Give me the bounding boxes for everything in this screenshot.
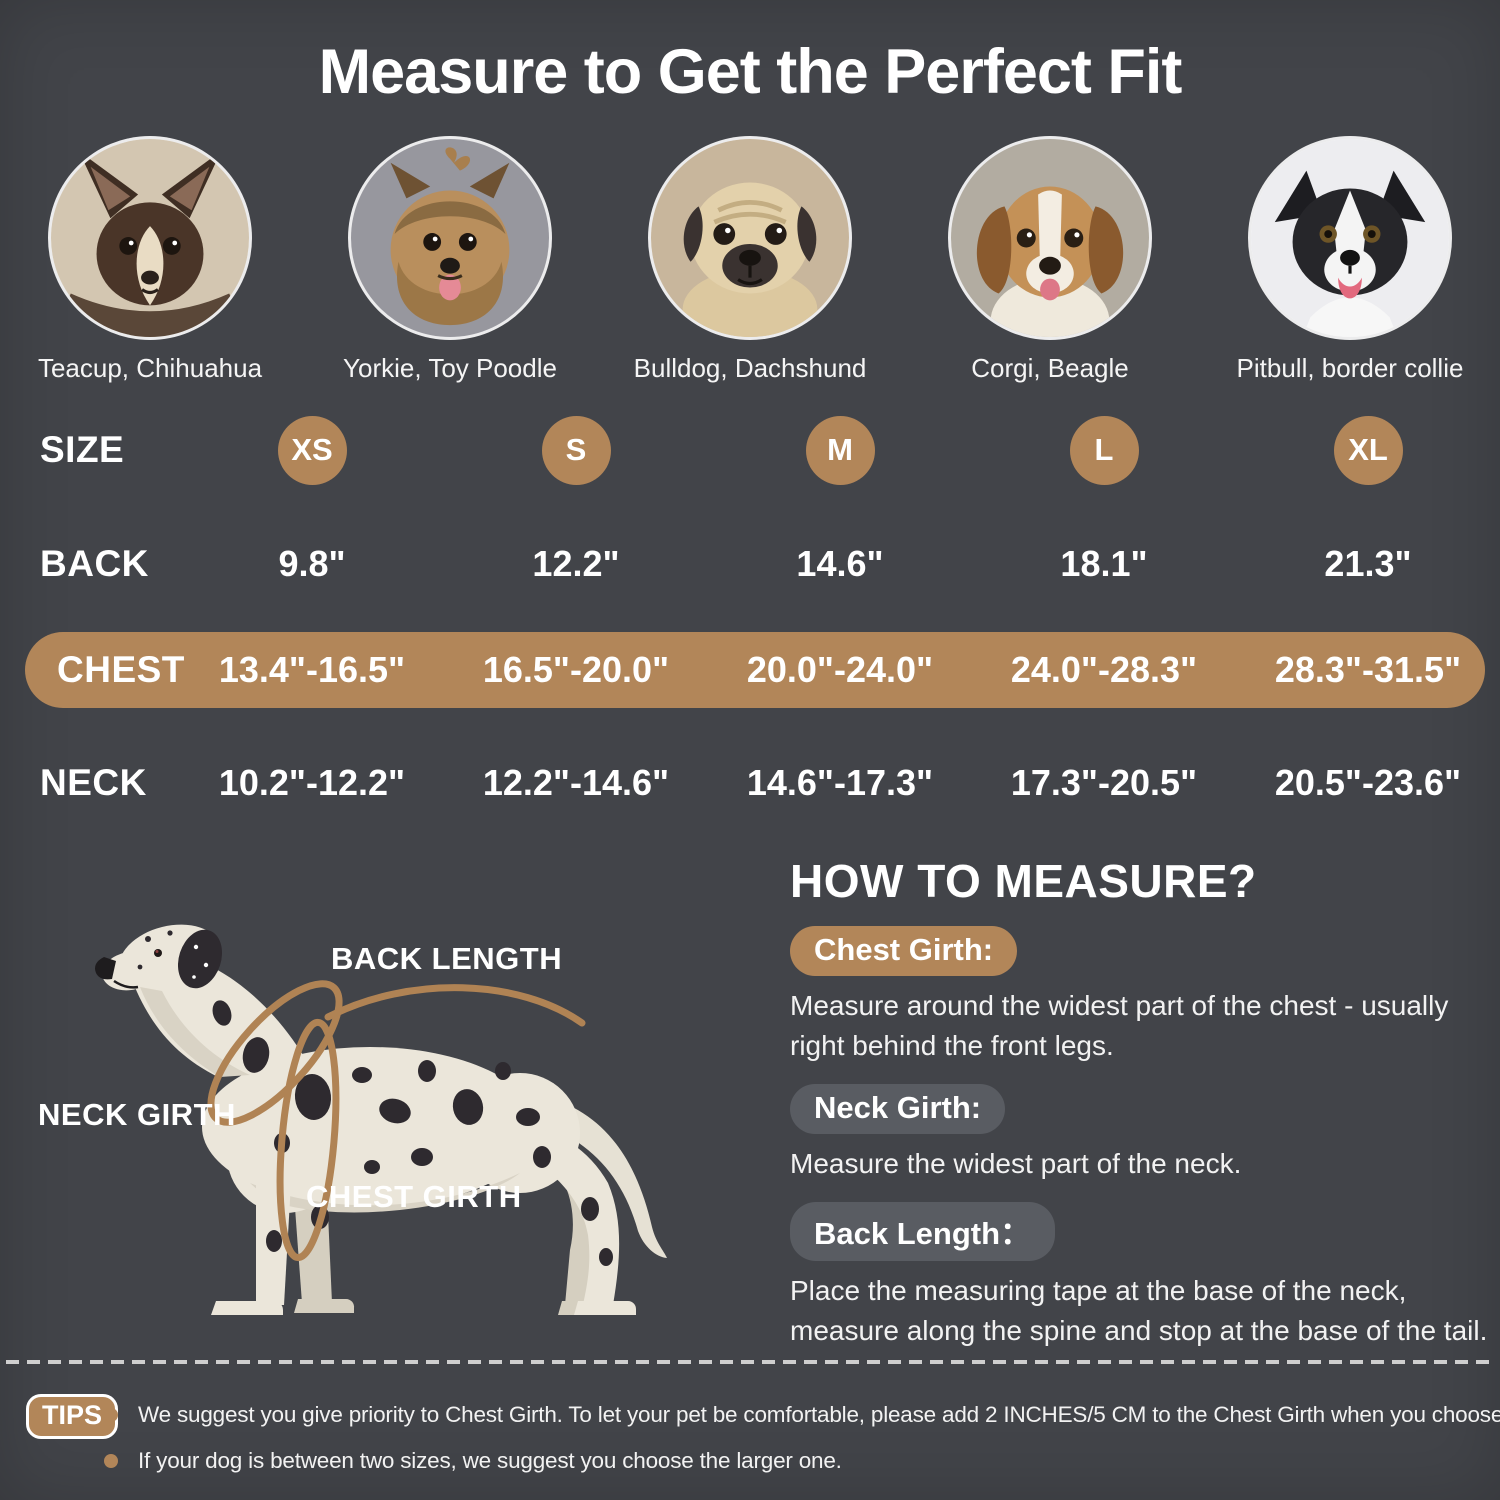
neck-value: 20.5"-23.6"	[1274, 762, 1462, 803]
breed-photo-border-collie	[1251, 139, 1449, 337]
back-value: 18.1"	[1060, 543, 1148, 584]
breed-col-pug: Bulldog, Dachshund	[600, 139, 900, 384]
size-badge-xs: XS	[277, 415, 347, 485]
tip-text: We suggest you give priority to Chest Gi…	[138, 1402, 1500, 1427]
row-label-chest: CHEST	[57, 649, 185, 690]
neck-girth-badge: Neck Girth:	[790, 1084, 1006, 1134]
tip-item: We suggest you give priority to Chest Gi…	[104, 1402, 1500, 1428]
pug-face-graphic	[651, 139, 849, 337]
chest-value: 16.5"-20.0"	[482, 649, 670, 690]
breed-label: Pitbull, border collie	[1236, 353, 1464, 383]
back-length-arc	[324, 984, 586, 1027]
back-length-instructions: Place the measuring tape at the base of …	[790, 1275, 1488, 1346]
neck-girth-instructions: Measure the widest part of the neck.	[790, 1148, 1242, 1179]
back-value: 9.8"	[278, 543, 346, 584]
breed-label: Yorkie, Toy Poodle	[343, 353, 557, 383]
back-value: 14.6"	[796, 543, 884, 584]
breed-photo-row: Teacup, Chihuahua	[0, 139, 1500, 384]
diagram-label-neck-girth: NECK GIRTH	[38, 1097, 236, 1132]
chest-girth-loop	[276, 1018, 340, 1262]
diagram-label-chest-girth: CHEST GIRTH	[306, 1179, 522, 1214]
size-badge-xl: XL	[1333, 415, 1403, 485]
neck-value: 17.3"-20.5"	[1010, 762, 1198, 803]
tip-text: If your dog is between two sizes, we sug…	[138, 1448, 842, 1473]
how-to-measure-section: HOW TO MEASURE? Chest Girth: Measure aro…	[790, 854, 1490, 1369]
neck-girth-loop	[207, 980, 343, 1126]
breed-photo-pug	[651, 139, 849, 337]
back-length-badge: Back Length：	[790, 1202, 1056, 1261]
breed-col-chihuahua: Teacup, Chihuahua	[0, 139, 300, 384]
breed-col-border-collie: Pitbull, border collie	[1200, 139, 1500, 384]
bullet-dot-icon	[104, 1454, 118, 1468]
back-value: 21.3"	[1324, 543, 1412, 584]
chest-value: 28.3"-31.5"	[1274, 649, 1462, 690]
size-badge-m: M	[805, 415, 875, 485]
measuring-diagram: BACK LENGTH NECK GIRTH CHEST GIRTH	[0, 895, 745, 1345]
breed-photo-yorkie	[351, 139, 549, 337]
beagle-face-graphic	[951, 139, 1149, 337]
neck-value: 10.2"-12.2"	[218, 762, 406, 803]
table-row-chest-highlighted: CHEST 13.4"-16.5" 16.5"-20.0" 20.0"-24.0…	[25, 632, 1485, 708]
row-label-size: SIZE	[40, 429, 125, 470]
breed-photo-beagle	[951, 139, 1149, 337]
neck-value: 14.6"-17.3"	[746, 762, 934, 803]
dalmatian-spots	[137, 930, 613, 1266]
table-row-back: BACK 9.8" 12.2" 14.6" 18.1" 21.3"	[0, 533, 1500, 595]
breed-col-beagle: Corgi, Beagle	[900, 139, 1200, 384]
table-row-neck: NECK 10.2"-12.2" 12.2"-14.6" 14.6"-17.3"…	[0, 752, 1500, 814]
how-to-measure-title: HOW TO MEASURE?	[790, 855, 1257, 907]
bullet-dot-icon	[104, 1408, 118, 1422]
border-collie-face-graphic	[1251, 139, 1449, 337]
back-value: 12.2"	[532, 543, 620, 584]
table-row-size: SIZE XS S M L XL	[0, 414, 1500, 486]
chest-value: 13.4"-16.5"	[218, 649, 406, 690]
breed-photo-chihuahua	[51, 139, 249, 337]
chest-value: 24.0"-28.3"	[1010, 649, 1198, 690]
size-badge-l: L	[1069, 415, 1139, 485]
page-title: Measure to Get the Perfect Fit	[318, 37, 1183, 107]
breed-col-yorkie: Yorkie, Toy Poodle	[300, 139, 600, 384]
chest-girth-badge: Chest Girth:	[790, 926, 1018, 976]
dashed-divider	[6, 1360, 1494, 1364]
breed-label: Corgi, Beagle	[971, 353, 1129, 383]
row-label-neck: NECK	[40, 762, 147, 803]
neck-value: 12.2"-14.6"	[482, 762, 670, 803]
chihuahua-face-graphic	[51, 139, 249, 337]
diagram-label-back-length: BACK LENGTH	[331, 941, 563, 976]
yorkie-face-graphic	[351, 139, 549, 337]
breed-label: Bulldog, Dachshund	[633, 353, 867, 383]
chest-girth-instructions: Measure around the widest part of the ch…	[790, 990, 1449, 1061]
tip-item: If your dog is between two sizes, we sug…	[104, 1448, 842, 1474]
size-badge-s: S	[541, 415, 611, 485]
row-label-back: BACK	[40, 543, 149, 584]
breed-label: Teacup, Chihuahua	[37, 353, 263, 383]
chest-value: 20.0"-24.0"	[746, 649, 934, 690]
dalmatian-illustration	[95, 924, 667, 1315]
